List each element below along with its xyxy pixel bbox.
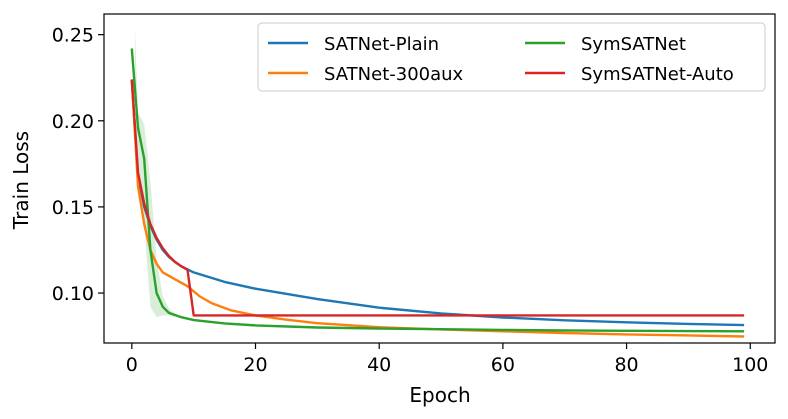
series-line-satnet-300aux <box>130 79 745 338</box>
axes-frame <box>103 13 776 344</box>
legend-box <box>257 22 766 92</box>
x-tick-label: 40 <box>367 354 391 376</box>
x-tick-label: 60 <box>491 354 515 376</box>
legend-label: SATNet-Plain <box>324 34 439 55</box>
axes: 0 20 40 60 80 100 0.10 0.15 0.20 0.25 <box>52 13 776 376</box>
plot-area <box>130 26 745 338</box>
x-tick-label: 20 <box>243 354 267 376</box>
y-tick-label: 0.25 <box>52 25 94 47</box>
legend: SATNet-Plain SATNet-300aux SymSATNet SymSAT… <box>257 22 766 92</box>
y-tick-label: 0.15 <box>52 197 94 219</box>
y-tick-label: 0.20 <box>52 111 94 133</box>
legend-label: SATNet-300aux <box>324 64 464 85</box>
x-tick-label: 100 <box>732 354 768 376</box>
x-axis-label: Epoch <box>409 383 470 407</box>
series-line-symsatnet-auto <box>130 79 745 317</box>
legend-label: SymSATNet-Auto <box>581 64 734 85</box>
y-tick-label: 0.10 <box>52 283 94 305</box>
x-tick-label: 80 <box>614 354 638 376</box>
series-line-symsatnet <box>130 48 745 333</box>
legend-label: SymSATNet <box>581 34 686 55</box>
y-axis-label: Train Loss <box>9 131 33 230</box>
x-tick-label: 0 <box>126 354 138 376</box>
series-line-satnet-plain <box>130 79 745 327</box>
